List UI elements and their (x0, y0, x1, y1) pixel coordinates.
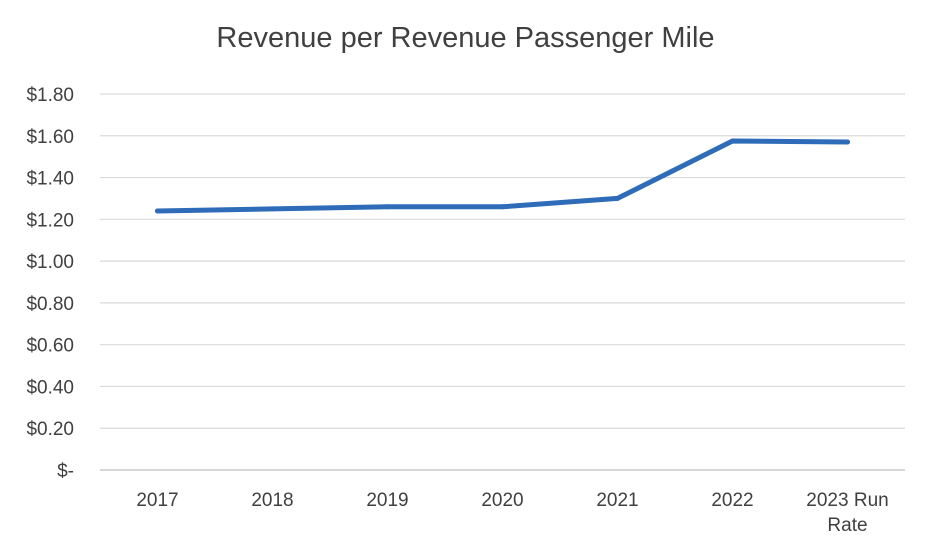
x-tick-label: 2019 (366, 490, 408, 511)
y-tick-label: $1.80 (26, 85, 74, 106)
data-point (270, 206, 275, 212)
y-tick-label: $1.00 (26, 252, 74, 273)
y-tick-label: $0.80 (26, 294, 74, 315)
y-tick-label: $1.60 (26, 127, 74, 148)
y-tick-label: $0.40 (26, 377, 74, 398)
data-point (730, 138, 735, 144)
data-point (500, 204, 505, 210)
y-tick-label: $0.60 (26, 336, 74, 357)
chart-title: Revenue per Revenue Passenger Mile (216, 22, 715, 54)
series-layer (155, 138, 850, 214)
x-tick-label: 2017 (136, 490, 178, 511)
y-axis-tick-labels: $- $0.20 $0.40 $0.60 $0.80 $1.00 $1.20 $1.40 $1.… (26, 85, 74, 482)
x-tick-label: 2021 (596, 490, 638, 511)
y-tick-label: $1.40 (26, 169, 74, 190)
y-tick-label: $1.20 (26, 210, 74, 231)
series-line (155, 138, 850, 214)
data-point (845, 139, 850, 145)
x-tick-label: 2022 (711, 490, 753, 511)
x-tick-label: 2020 (481, 490, 523, 511)
data-point (385, 204, 390, 210)
x-axis-tick-labels: 2017 2018 2019 2020 2021 2022 2023 Run Rate (136, 490, 888, 536)
y-tick-label: $0.20 (26, 419, 74, 440)
data-point (615, 195, 620, 201)
x-tick-label: 2018 (251, 490, 293, 511)
y-tick-label: $- (57, 461, 74, 482)
x-tick-label: 2023 Run Rate (806, 490, 888, 536)
gridlines (100, 93, 905, 471)
data-point (155, 208, 160, 214)
